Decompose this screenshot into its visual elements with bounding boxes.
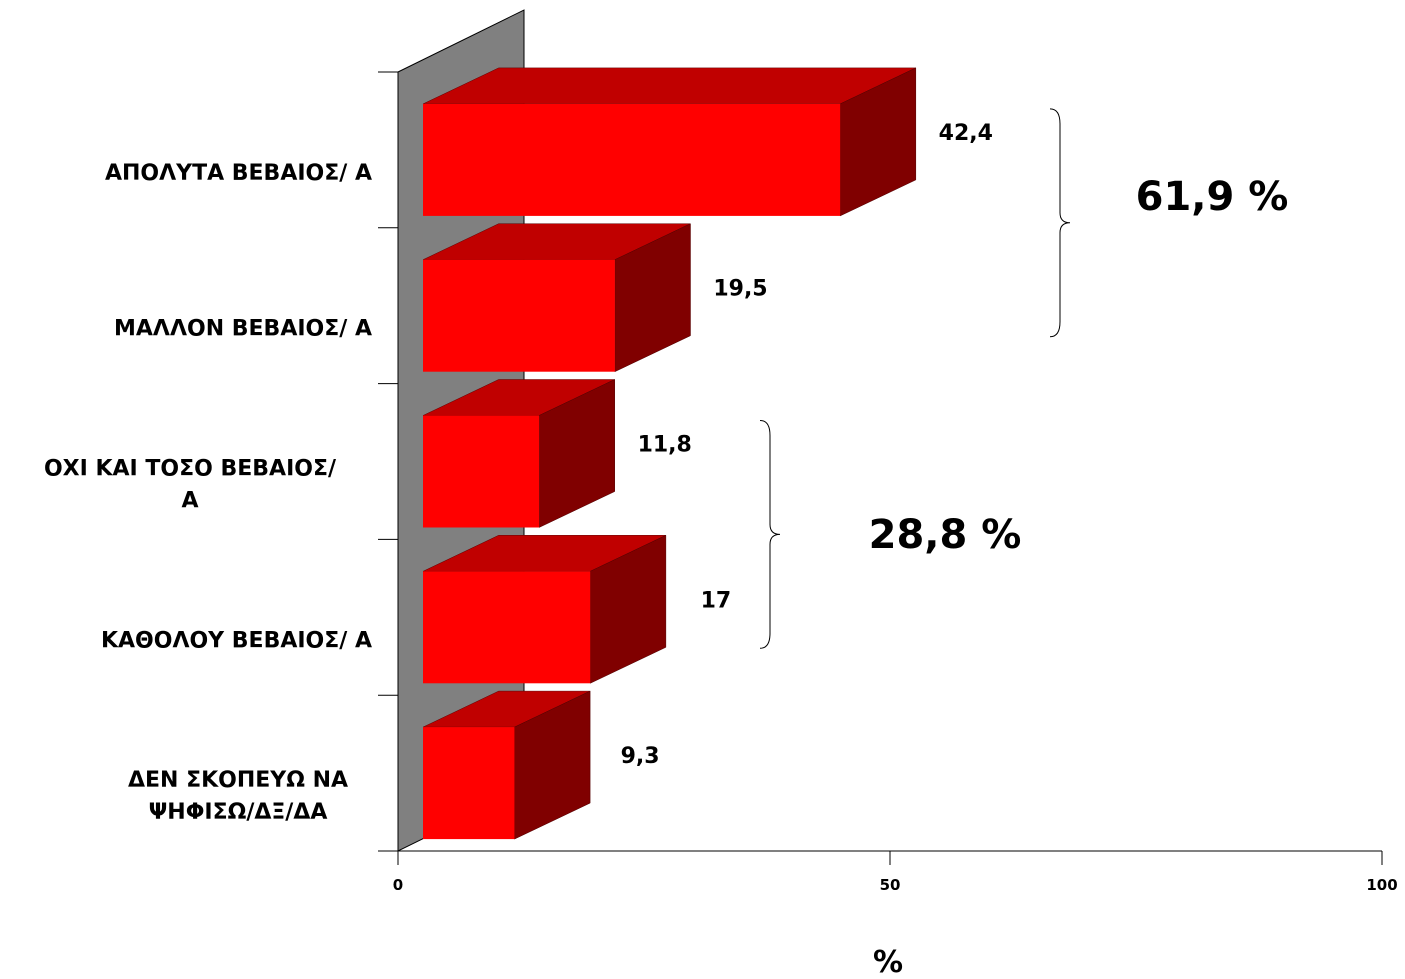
x-tick-label: 0 <box>393 876 403 894</box>
category-label: ΟΧΙ ΚΑΙ ΤΟΣΟ ΒΕΒΑΙΟΣ/Α <box>44 457 337 514</box>
bar <box>422 223 691 373</box>
bar-top-face <box>422 67 916 105</box>
x-axis-title: % <box>873 945 903 979</box>
value-label: 42,4 <box>939 121 993 146</box>
group-brackets: 61,9 % 28,8 % <box>759 108 1289 649</box>
bar-front-face <box>423 415 540 528</box>
category-label: ΔΕΝ ΣΚΟΠΕΥΩ ΝΑ ΨΗΦΙΣΩ/ΔΞ/ΔΑ <box>128 768 348 825</box>
axes <box>378 71 1383 865</box>
bar-front-face <box>423 259 615 372</box>
value-label: 11,8 <box>638 433 692 458</box>
group-total-label: 61,9 % <box>1136 174 1289 220</box>
value-labels: 42,4 19,5 11,8 17 9,3 <box>621 121 993 769</box>
x-tick-labels: 0 50 100 <box>393 876 1398 894</box>
group-brace <box>759 420 781 649</box>
bar <box>422 379 615 528</box>
group-total-label: 28,8 % <box>869 512 1022 558</box>
bar-front-face <box>423 727 515 840</box>
category-label: ΜΑΛΛΟΝ ΒΕΒΑΙΟΣ/ Α <box>114 317 372 342</box>
value-label: 17 <box>701 588 732 613</box>
x-tick-label: 50 <box>880 876 901 894</box>
category-labels: ΑΠΟΛΥΤΑ ΒΕΒΑΙΟΣ/ Α ΜΑΛΛΟΝ ΒΕΒΑΙΟΣ/ Α ΟΧΙ Κ… <box>44 161 372 825</box>
category-label: ΚΑΘΟΛΟΥ ΒΕΒΑΙΟΣ/ Α <box>101 628 372 653</box>
category-label: ΑΠΟΛΥΤΑ ΒΕΒΑΙΟΣ/ Α <box>105 161 372 186</box>
bar-front-face <box>423 571 591 684</box>
bar <box>422 67 917 217</box>
bar-front-face <box>423 103 841 216</box>
group-brace <box>1049 108 1071 338</box>
value-label: 9,3 <box>621 744 660 769</box>
value-label: 19,5 <box>713 277 767 302</box>
bars <box>422 67 917 840</box>
bar <box>422 534 667 684</box>
x-tick-label: 100 <box>1366 876 1397 894</box>
bar <box>422 690 591 840</box>
